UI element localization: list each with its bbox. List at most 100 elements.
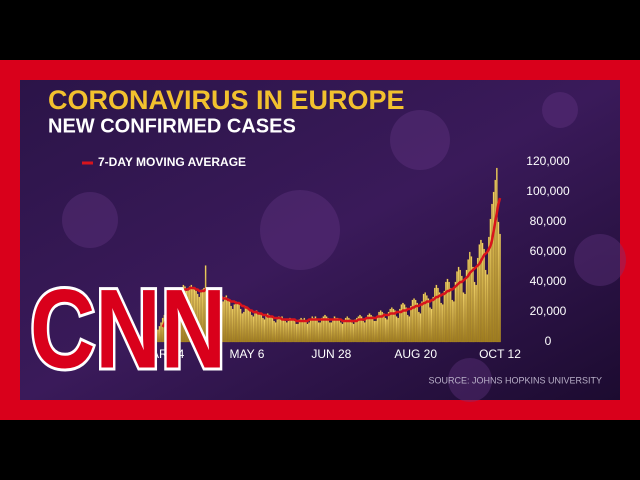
bar (368, 313, 371, 343)
legend-label: 7-DAY MOVING AVERAGE (98, 155, 246, 169)
bar (321, 317, 323, 343)
bar (464, 293, 466, 343)
bar (406, 314, 409, 343)
bar (142, 341, 145, 343)
bar (352, 323, 355, 343)
bar (150, 337, 153, 343)
bar (386, 319, 388, 343)
bar (287, 320, 290, 343)
bar (395, 316, 398, 343)
bar (161, 317, 164, 343)
bar (190, 284, 193, 343)
bar (344, 317, 347, 343)
bar (437, 287, 439, 343)
bar (293, 320, 296, 343)
bar (208, 296, 210, 343)
bar (262, 317, 264, 343)
bar (473, 281, 476, 343)
bar (244, 305, 247, 343)
bar (247, 308, 250, 343)
bar (203, 287, 205, 343)
bar (147, 339, 150, 343)
bar (424, 292, 426, 343)
bar (488, 236, 490, 343)
bar (403, 304, 406, 343)
bar (365, 317, 368, 343)
bar (357, 316, 360, 343)
bar (360, 316, 363, 343)
bar (457, 266, 460, 343)
bar (158, 326, 161, 343)
bar (418, 311, 420, 343)
bar (475, 284, 477, 343)
bar (171, 296, 173, 343)
bar (469, 251, 471, 343)
bar (472, 266, 474, 343)
bar (476, 257, 479, 343)
bar (394, 310, 396, 343)
bar (206, 292, 209, 343)
bar (286, 322, 288, 343)
bar (239, 308, 242, 343)
bar (445, 281, 447, 343)
bar (465, 269, 468, 343)
bar (276, 319, 279, 343)
bar (446, 278, 449, 343)
bar (440, 302, 442, 343)
bar (181, 287, 183, 343)
bar (185, 290, 188, 343)
bar (230, 305, 232, 343)
bar (290, 319, 293, 343)
bar (494, 179, 496, 343)
bar (255, 310, 258, 343)
bar (169, 299, 172, 343)
bar (349, 319, 352, 343)
bar (491, 203, 493, 343)
bar (416, 302, 419, 343)
bar (363, 322, 366, 343)
bar (223, 296, 226, 343)
bar (144, 340, 146, 343)
bar (309, 319, 312, 343)
bar (236, 302, 239, 343)
bar (163, 314, 166, 343)
bar (168, 304, 170, 343)
bar (322, 316, 325, 343)
bar (400, 304, 403, 343)
bar (155, 332, 158, 343)
panel (20, 80, 620, 400)
bar (375, 320, 377, 343)
bar (383, 313, 385, 343)
bar (384, 317, 387, 343)
bar (456, 271, 458, 343)
bar (481, 242, 484, 343)
bar (308, 322, 310, 343)
bar (152, 336, 154, 343)
bar (165, 311, 167, 343)
bar (278, 316, 280, 343)
bar (449, 287, 452, 343)
bar (297, 323, 299, 343)
bar (303, 317, 306, 343)
bar (340, 322, 342, 343)
bar (246, 307, 248, 343)
bar (432, 296, 434, 343)
bar (362, 320, 364, 343)
bar (330, 322, 333, 343)
bar (319, 322, 321, 343)
bar (496, 167, 498, 343)
chart: 0 20,000 40,000 60,000 80,000 100,000 120,000 M… (82, 154, 570, 361)
bar (461, 275, 463, 343)
bar (249, 310, 251, 343)
bar (492, 191, 495, 343)
source: SOURCE: JOHNS HOPKINS UNIVERSITY (428, 375, 602, 385)
bar (260, 314, 263, 343)
bar (196, 293, 199, 343)
bar (228, 301, 231, 343)
bar (422, 293, 425, 343)
bar (177, 290, 180, 343)
x-tick-label: MAY 6 (230, 347, 265, 361)
bar (489, 218, 492, 343)
bar (219, 299, 221, 343)
bar (305, 320, 307, 343)
